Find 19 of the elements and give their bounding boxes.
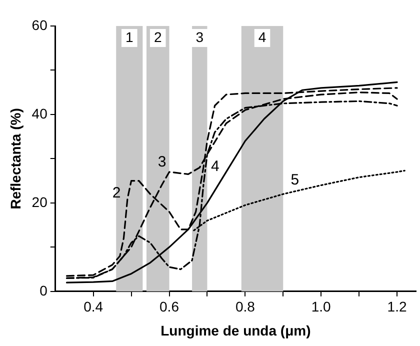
band-label: 3 bbox=[196, 28, 204, 45]
annotation: 3 bbox=[158, 154, 166, 171]
x-tick-label: 1.0 bbox=[311, 298, 332, 315]
y-tick-label: 20 bbox=[32, 194, 48, 210]
x-tick-label: 0.4 bbox=[84, 298, 104, 315]
band-label: 1 bbox=[125, 28, 134, 45]
y-tick-label: 60 bbox=[32, 16, 48, 33]
x-axis-title: Lungime de unda (μm) bbox=[160, 322, 311, 338]
y-tick-label: 0 bbox=[40, 282, 48, 298]
annotation: 2 bbox=[112, 184, 121, 202]
x-tick-label: 1.2 bbox=[387, 298, 407, 315]
y-axis-title: Reflectanta (%) bbox=[7, 108, 24, 210]
x-tick-label: 0.8 bbox=[235, 298, 256, 315]
band-label: 2 bbox=[154, 28, 162, 45]
x-tick-label: 0.6 bbox=[160, 298, 180, 315]
annotation: 5 bbox=[290, 171, 300, 188]
y-tick-label: 40 bbox=[32, 105, 48, 122]
annotation: 4 bbox=[211, 158, 220, 176]
band-label: 4 bbox=[258, 28, 266, 45]
